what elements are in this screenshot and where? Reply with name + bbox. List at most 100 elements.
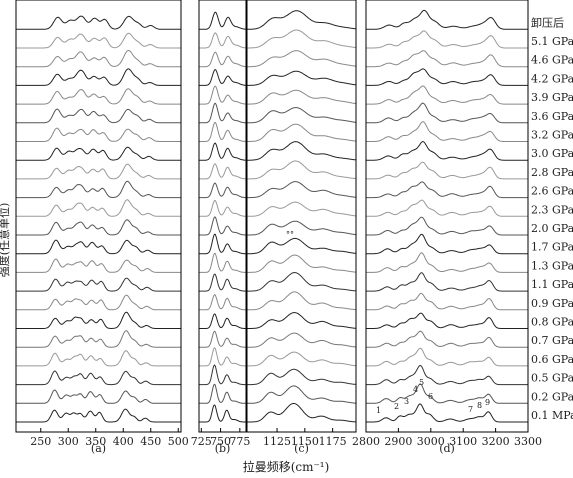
tick-label-a-0: 250 — [30, 435, 51, 448]
trace-a-2 — [16, 370, 181, 386]
peak-label-5: 5 — [419, 378, 424, 387]
trace-c-18 — [247, 70, 356, 86]
tick-label-a-2: 350 — [85, 435, 106, 448]
peak-annotations: 1 2 3 4 5 6 7 8 9 °° — [286, 230, 490, 415]
trace-d-12 — [366, 181, 528, 199]
pressure-label: 4.6 GPa — [531, 54, 573, 67]
trace-b-6 — [199, 294, 246, 311]
panel-b-traces — [199, 11, 246, 423]
pressure-label: 5.1 GPa — [531, 35, 573, 48]
trace-b-0 — [199, 404, 246, 423]
panel-a-frame — [15, 0, 182, 433]
trace-b-15 — [199, 122, 246, 142]
trace-d-1 — [366, 383, 528, 404]
trace-d-21 — [366, 9, 528, 30]
trace-c-7 — [247, 271, 356, 292]
trace-b-12 — [199, 182, 246, 199]
trace-a-14 — [16, 146, 181, 161]
tick-label-a-1: 300 — [58, 435, 79, 448]
panel-d-frame — [365, 0, 529, 433]
trace-a-9 — [16, 239, 181, 255]
panel-labels: (a) (b) (c) (d) — [91, 442, 455, 455]
peak-label-oo: °° — [286, 230, 294, 239]
trace-a-11 — [16, 199, 181, 217]
trace-b-10 — [199, 216, 246, 236]
panel-label-a: (a) — [91, 442, 106, 455]
trace-d-10 — [366, 216, 528, 236]
panel-d-traces — [366, 9, 528, 423]
pressure-label: 1.3 GPa — [531, 259, 573, 272]
tick-label-d-3: 3100 — [449, 435, 477, 448]
pressure-label: 3.2 GPa — [531, 129, 573, 142]
trace-d-5 — [366, 312, 528, 329]
trace-a-20 — [16, 32, 181, 49]
panel-b-frame — [198, 0, 247, 433]
y-axis-label: 强度(任意单位) — [0, 203, 11, 278]
tick-label-a-5: 500 — [168, 435, 189, 448]
trace-c-14 — [247, 141, 356, 161]
spectra-plots — [16, 9, 528, 423]
peak-label-3: 3 — [404, 397, 409, 406]
tick-label-c-2: 1175 — [319, 435, 347, 448]
panel-label-c: (c) — [294, 442, 309, 455]
trace-a-21 — [16, 15, 181, 30]
pressure-label: 3.6 GPa — [531, 110, 573, 123]
trace-d-8 — [366, 252, 528, 273]
trace-a-6 — [16, 294, 181, 311]
trace-a-4 — [16, 330, 181, 348]
trace-d-19 — [366, 50, 528, 68]
trace-c-17 — [247, 89, 356, 105]
trace-a-3 — [16, 350, 181, 367]
pressure-label: 2.8 GPa — [531, 166, 573, 179]
trace-c-4 — [247, 332, 356, 348]
pressure-label: 卸压后 — [531, 15, 564, 29]
trace-d-15 — [366, 121, 528, 142]
trace-a-19 — [16, 49, 181, 68]
trace-c-3 — [247, 351, 356, 367]
trace-c-0 — [247, 403, 356, 423]
trace-c-15 — [247, 123, 356, 142]
pressure-label: 0.8 GPa — [531, 316, 573, 329]
pressure-label: 0.7 GPa — [531, 334, 573, 347]
tick-label-b-2: 775 — [229, 435, 250, 448]
trace-d-7 — [366, 272, 528, 292]
pressure-label: 4.2 GPa — [531, 72, 573, 85]
trace-b-13 — [199, 163, 246, 180]
trace-a-1 — [16, 389, 181, 404]
trace-c-9 — [247, 237, 356, 255]
panel-c-frame — [246, 0, 357, 433]
trace-a-17 — [16, 88, 181, 105]
trace-b-7 — [199, 273, 246, 292]
trace-d-13 — [366, 161, 528, 180]
trace-b-3 — [199, 347, 246, 367]
trace-d-11 — [366, 199, 528, 217]
pressure-label: 1.7 GPa — [531, 241, 573, 254]
pressure-label: 2.3 GPa — [531, 203, 573, 216]
pressure-label: 0.6 GPa — [531, 353, 573, 366]
pressure-label: 0.1 MPa — [531, 409, 573, 422]
pressure-label: 2.0 GPa — [531, 222, 573, 235]
trace-a-10 — [16, 219, 181, 236]
tick-label-b-0: 725 — [191, 435, 212, 448]
pressure-label: 3.0 GPa — [531, 147, 573, 160]
trace-d-18 — [366, 68, 528, 86]
trace-d-17 — [366, 85, 528, 105]
trace-d-20 — [366, 30, 528, 49]
trace-c-16 — [247, 107, 356, 124]
trace-d-4 — [366, 330, 528, 348]
trace-c-8 — [247, 254, 356, 273]
trace-d-2 — [366, 364, 528, 386]
peak-label-2: 2 — [394, 402, 399, 411]
trace-a-7 — [16, 277, 181, 292]
trace-a-16 — [16, 108, 181, 124]
tick-label-a-3: 400 — [113, 435, 134, 448]
trace-c-11 — [247, 201, 356, 217]
tick-label-d-5: 3300 — [514, 435, 542, 448]
tick-label-a-4: 450 — [140, 435, 161, 448]
trace-b-5 — [199, 313, 246, 329]
trace-b-16 — [199, 102, 246, 124]
trace-b-2 — [199, 364, 246, 386]
pressure-label: 0.2 GPa — [531, 390, 573, 403]
trace-d-9 — [366, 233, 528, 255]
